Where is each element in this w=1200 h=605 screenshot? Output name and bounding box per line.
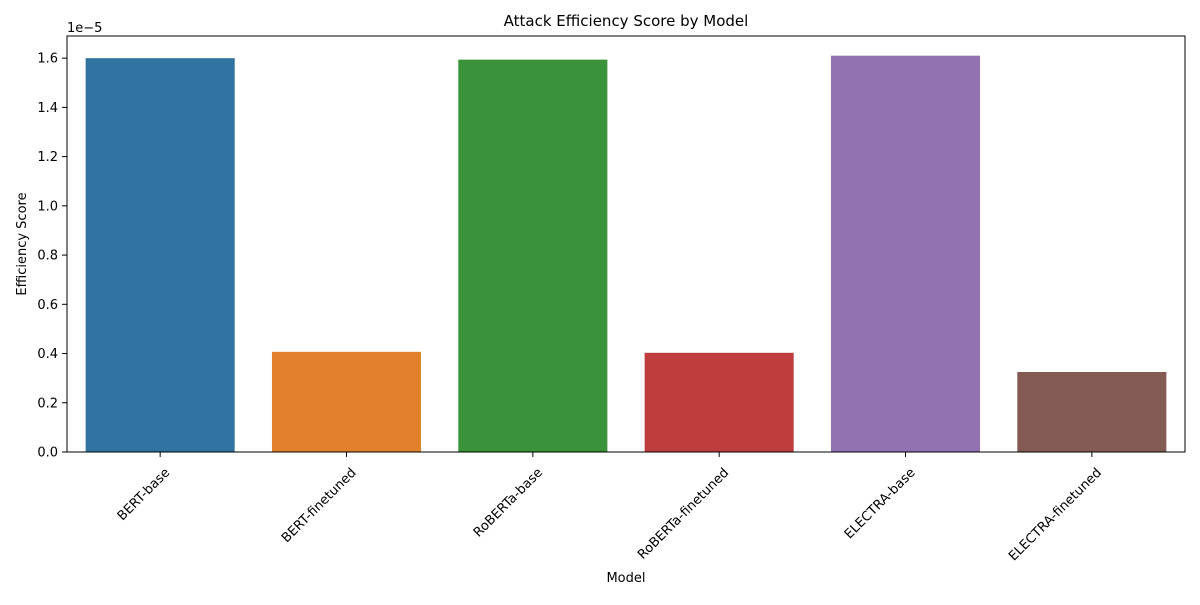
x-tick-label: BERT-finetuned [279,465,360,546]
bars-layer [85,55,1167,453]
chart-title: Attack Efficiency Score by Model [504,12,749,30]
y-tick-label: 1.6 [37,52,58,67]
y-tick-label: 0.4 [37,347,58,362]
y-axis: 0.0 0.2 0.4 0.6 0.8 1.0 1.2 1.4 1.6 [37,52,67,461]
y-tick-label: 1.2 [37,150,58,165]
x-tick-label: RoBERTa-finetuned [635,465,732,562]
y-tick-label: 0.2 [37,396,58,411]
x-tick-label: ELECTRA-finetuned [1006,465,1105,564]
y-axis-title: Efficiency Score [15,192,30,295]
y-tick-label: 0.6 [37,298,58,313]
bar-bert-finetuned [271,351,422,452]
y-tick-label: 1.0 [37,199,58,214]
bar-roberta-base [458,59,608,452]
x-axis: BERT-base BERT-finetuned RoBERTa-base RoBER… [115,452,1105,564]
y-tick-label: 0.0 [37,446,58,461]
x-tick-label: ELECTRA-base [842,465,919,542]
x-tick-label: BERT-base [115,465,173,523]
x-tick-label: RoBERTa-base [471,465,546,540]
plot-frame [66,35,1186,453]
bar-roberta-finetuned [644,352,794,452]
y-tick-label: 0.8 [37,249,58,264]
x-axis-title: Model [606,571,645,586]
y-axis-offset-label: 1e−5 [67,21,102,36]
bar-bert-base [85,58,235,453]
bar-electra-base [830,55,981,452]
bar-electra-finetuned [1017,372,1167,452]
y-tick-label: 1.4 [37,101,58,116]
